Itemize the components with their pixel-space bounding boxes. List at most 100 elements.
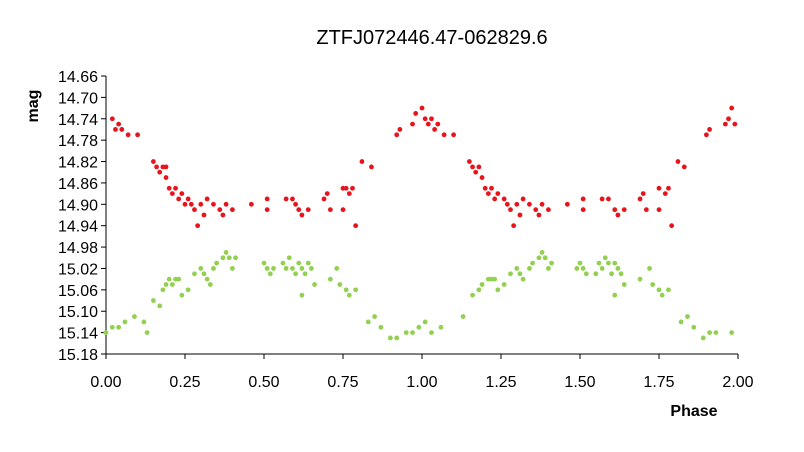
x-tick-label: 1.75: [643, 374, 674, 391]
y-tick-label: 15.02: [58, 261, 98, 278]
green-data-point: [460, 314, 466, 319]
red-data-point: [192, 207, 197, 213]
red-data-point: [157, 169, 163, 175]
red-data-point: [359, 159, 365, 164]
green-data-point: [656, 287, 662, 293]
red-data-point: [163, 164, 169, 170]
green-data-point: [302, 271, 308, 277]
red-data-point: [425, 121, 431, 127]
red-data-point: [217, 207, 223, 213]
green-data-point: [327, 276, 333, 282]
red-data-point: [397, 127, 403, 132]
red-data-point: [501, 196, 507, 202]
green-data-point: [176, 276, 182, 282]
red-data-point: [188, 201, 194, 207]
green-data-point: [539, 250, 545, 255]
green-data-point: [546, 266, 551, 271]
green-data-point: [514, 266, 520, 271]
red-data-point: [637, 196, 643, 202]
red-data-point: [220, 212, 226, 218]
green-data-point: [492, 276, 498, 282]
red-data-point: [470, 164, 475, 170]
green-data-point: [346, 292, 352, 298]
red-data-point: [340, 207, 346, 213]
data-points: [103, 105, 738, 341]
green-data-point: [157, 303, 163, 309]
green-data-point: [293, 271, 298, 277]
green-data-point: [713, 330, 719, 336]
green-data-point: [233, 255, 238, 261]
red-data-point: [722, 121, 728, 127]
green-data-point: [647, 266, 652, 271]
red-data-point: [176, 196, 182, 202]
green-data-point: [612, 260, 618, 266]
green-data-point: [691, 324, 697, 330]
red-data-point: [154, 164, 159, 170]
red-data-point: [248, 201, 254, 207]
green-data-point: [334, 266, 340, 271]
y-tick-label: 15.14: [58, 326, 98, 343]
x-tick-label: 0.50: [248, 374, 279, 391]
green-data-point: [151, 298, 156, 303]
red-data-point: [675, 159, 681, 164]
green-data-point: [223, 250, 229, 255]
red-data-point: [116, 121, 122, 127]
red-data-point: [125, 132, 131, 138]
green-data-point: [470, 292, 475, 298]
green-data-point: [214, 260, 220, 266]
red-data-point: [179, 191, 185, 197]
green-data-point: [618, 271, 624, 277]
red-data-point: [726, 116, 731, 122]
green-data-point: [606, 260, 611, 266]
red-data-point: [489, 185, 494, 191]
green-data-point: [621, 282, 627, 287]
red-data-point: [504, 201, 510, 207]
green-data-point: [403, 330, 409, 336]
red-data-point: [264, 196, 270, 202]
green-data-point: [580, 266, 586, 271]
x-tick-label: 0.00: [90, 374, 121, 391]
red-data-point: [479, 175, 485, 180]
green-data-point: [160, 287, 166, 293]
x-tick-label: 2.00: [722, 374, 753, 391]
green-data-point: [527, 266, 532, 271]
y-tick-label: 14.82: [58, 155, 98, 172]
red-data-point: [666, 185, 671, 191]
y-axis-label: mag: [25, 90, 42, 123]
red-data-point: [441, 132, 447, 138]
green-data-point: [678, 319, 684, 325]
red-data-point: [707, 127, 712, 132]
green-data-point: [290, 266, 295, 271]
red-data-point: [606, 196, 611, 202]
green-data-point: [508, 271, 513, 277]
green-data-point: [685, 314, 690, 319]
green-data-point: [141, 319, 147, 325]
red-data-point: [511, 223, 517, 229]
red-data-point: [482, 185, 488, 191]
green-data-point: [479, 282, 485, 287]
red-data-point: [539, 201, 545, 207]
x-tick-label: 0.25: [169, 374, 200, 391]
red-data-point: [369, 164, 374, 170]
green-data-point: [296, 260, 302, 266]
y-tick-label: 15.18: [58, 347, 98, 364]
green-data-point: [378, 324, 384, 330]
red-data-point: [343, 185, 349, 191]
green-data-point: [309, 266, 314, 271]
red-data-point: [394, 132, 400, 138]
green-data-point: [299, 266, 305, 271]
green-data-point: [520, 276, 526, 282]
green-data-point: [602, 255, 608, 261]
red-data-point: [656, 207, 662, 213]
green-data-point: [207, 282, 213, 287]
red-data-point: [681, 164, 687, 170]
red-data-point: [283, 196, 289, 202]
red-data-point: [621, 207, 627, 213]
green-data-point: [659, 292, 665, 298]
green-data-point: [615, 266, 621, 271]
green-data-point: [501, 282, 507, 287]
y-tick-label: 14.98: [58, 240, 98, 257]
red-data-point: [324, 191, 330, 197]
green-data-point: [372, 314, 377, 319]
